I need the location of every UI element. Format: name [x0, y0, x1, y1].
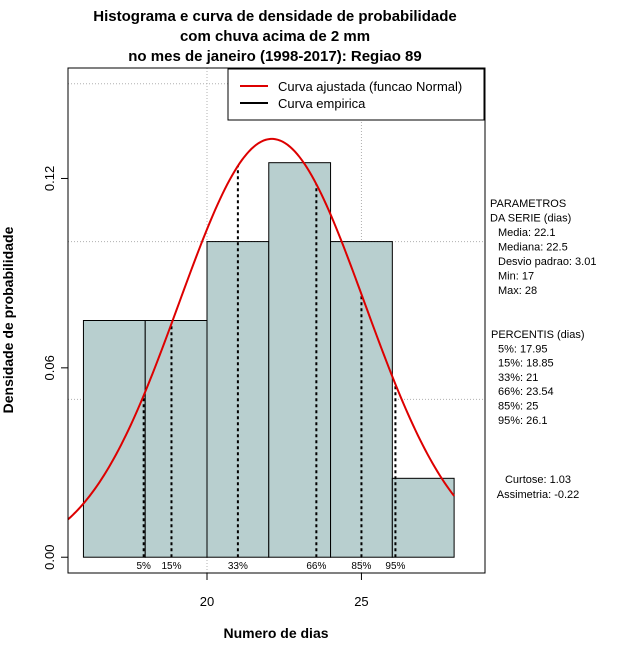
parameter-line: PARAMETROS [490, 198, 566, 210]
percentile-line-text: 15%: 18.85 [498, 358, 554, 370]
y-axis-label: Densidade de probabilidade [0, 226, 16, 413]
chart-title-line: no mes de janeiro (1998-2017): Regiao 89 [128, 48, 421, 65]
legend-box [227, 68, 485, 121]
percentile-label: 33% [228, 561, 248, 572]
percentile-label: 15% [161, 561, 181, 572]
statistics-panel: PARAMETROS DA SERIE (dias) Media: 22.1 Medi… [490, 198, 596, 501]
percentile-label: 66% [306, 561, 326, 572]
x-tick-label: 25 [354, 594, 368, 609]
axes: 20 25 0.00 0.06 0.12 Numero de dias Densidade … [0, 166, 369, 641]
percentile-lines [142, 165, 397, 558]
parameter-line: Min: 17 [498, 271, 534, 283]
normal-curve-line [67, 137, 455, 521]
parameter-line: Max: 28 [498, 285, 537, 297]
percentile-line-text: 5%: 17.95 [498, 343, 548, 355]
parameter-line: Desvio padrao: 3.01 [498, 256, 596, 268]
statistic-line: Assimetria: -0.22 [497, 489, 580, 501]
histogram-bar [268, 162, 332, 558]
legend-entry: Curva empirica [278, 96, 366, 111]
histogram-bar [144, 320, 208, 558]
percentile-label: 85% [351, 561, 371, 572]
chart-title-line: com chuva acima de 2 mm [180, 28, 370, 45]
percentile-label: 5% [136, 561, 151, 572]
y-tick-label: 0.06 [42, 355, 57, 380]
statistic-line: Curtose: 1.03 [505, 474, 571, 486]
legend: Curva ajustada (funcao Normal) Curva empi… [227, 68, 485, 121]
histogram-bar [391, 477, 455, 558]
parameter-line: Mediana: 22.5 [498, 242, 568, 254]
percentile-labels: 5% 15% 33% 66% 85% 95% [136, 561, 405, 572]
plot-frame [67, 67, 486, 574]
x-axis-label: Numero de dias [223, 625, 328, 641]
percentile-line-text: PERCENTIS (dias) [491, 329, 585, 341]
parameter-line: Media: 22.1 [498, 227, 555, 239]
percentile-line-text: 33%: 21 [498, 372, 538, 384]
x-tick-label: 20 [200, 594, 214, 609]
chart-title-line: Histograma e curva de densidade de proba… [93, 8, 456, 25]
histogram-bar [82, 320, 146, 558]
percentile-line-text: 95%: 26.1 [498, 415, 548, 427]
y-tick-label: 0.12 [42, 166, 57, 191]
parameter-line: DA SERIE (dias) [490, 213, 571, 225]
histogram-bars [82, 162, 455, 558]
percentile-line-text: 85%: 25 [498, 401, 538, 413]
y-tick-label: 0.00 [42, 545, 57, 570]
percentile-line-text: 66%: 23.54 [498, 386, 554, 398]
normal-curve [67, 137, 455, 521]
chart-title: Histograma e curva de densidade de proba… [93, 8, 456, 65]
legend-entry: Curva ajustada (funcao Normal) [278, 79, 462, 94]
percentile-label: 95% [385, 561, 405, 572]
